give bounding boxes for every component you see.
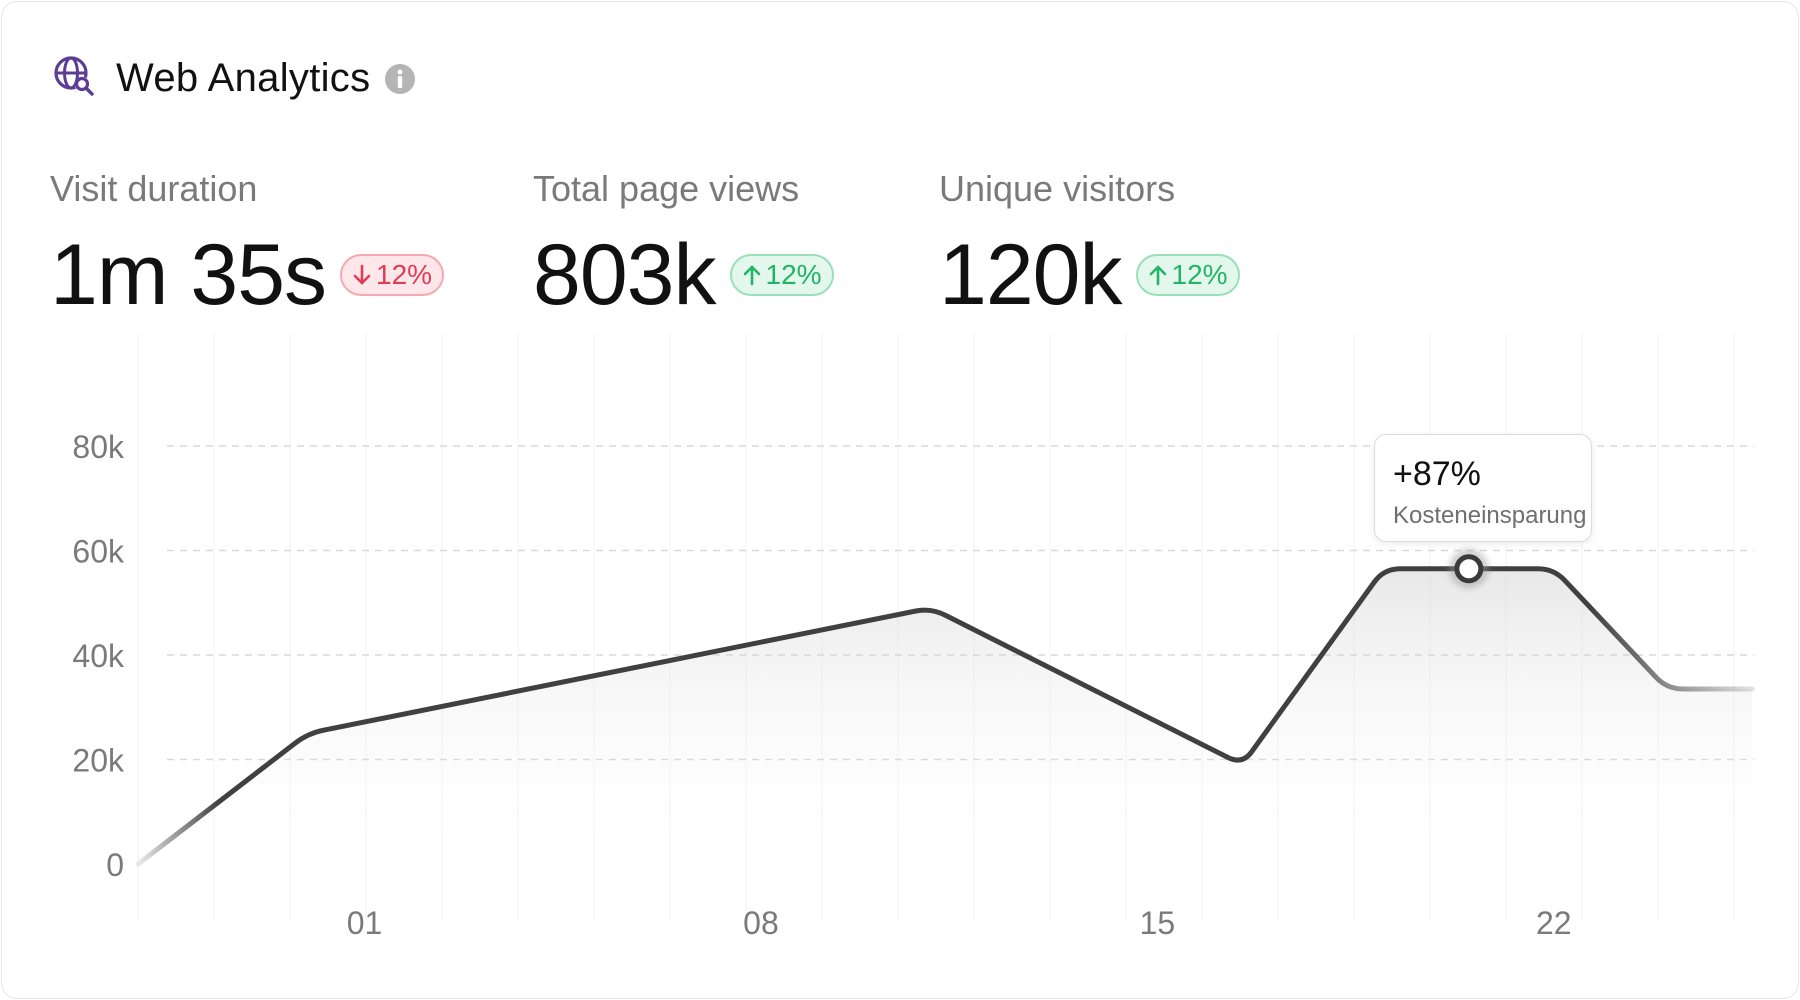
metric-value: 120k: [939, 227, 1122, 323]
area-fill: [138, 568, 1752, 864]
y-tick-label: 40k: [72, 638, 125, 674]
change-value: 12%: [376, 259, 433, 290]
metric-value: 803k: [533, 227, 716, 323]
x-tick-label: 22: [1536, 905, 1572, 941]
x-tick-label: 08: [743, 905, 779, 941]
change-value: 12%: [1171, 259, 1228, 290]
globe-search-icon: [52, 54, 96, 103]
tooltip-label: Kosteneinsparung: [1393, 502, 1587, 529]
y-tick-label: 0: [106, 847, 124, 883]
metric-label: Visit duration: [50, 168, 258, 209]
metric-visit-duration: Visit duration 1m 35s 12%: [50, 168, 445, 323]
x-tick-label: 15: [1140, 905, 1176, 941]
metric-total-page-views: Total page views 803k 12%: [533, 168, 834, 318]
arrow-up-icon: [1149, 265, 1166, 286]
highlight-point[interactable]: [1454, 554, 1484, 584]
change-value: 12%: [765, 259, 822, 290]
metric-label: Unique visitors: [939, 168, 1176, 209]
x-tick-label: 01: [347, 905, 383, 941]
y-tick-label: 80k: [72, 429, 125, 465]
y-tick-label: 60k: [72, 534, 125, 570]
change-badge-down: 12%: [340, 254, 445, 296]
change-badge-up: 12%: [1135, 254, 1240, 296]
metric-unique-visitors: Unique visitors 120k 12%: [939, 168, 1240, 318]
metric-label: Total page views: [533, 168, 800, 209]
arrow-up-icon: [743, 265, 760, 286]
change-badge-up: 12%: [729, 254, 834, 296]
card-title: Web Analytics: [116, 56, 371, 100]
info-icon[interactable]: [384, 63, 416, 95]
card-header: Web Analytics: [52, 54, 416, 103]
arrow-down-icon: [353, 264, 371, 285]
series-line: [135, 566, 1755, 867]
tooltip-value: +87%: [1393, 455, 1481, 493]
metric-value: 1m 35s: [50, 227, 327, 323]
y-tick-label: 20k: [72, 743, 125, 779]
chart-tooltip: +87% Kosteneinsparung: [1374, 434, 1592, 542]
